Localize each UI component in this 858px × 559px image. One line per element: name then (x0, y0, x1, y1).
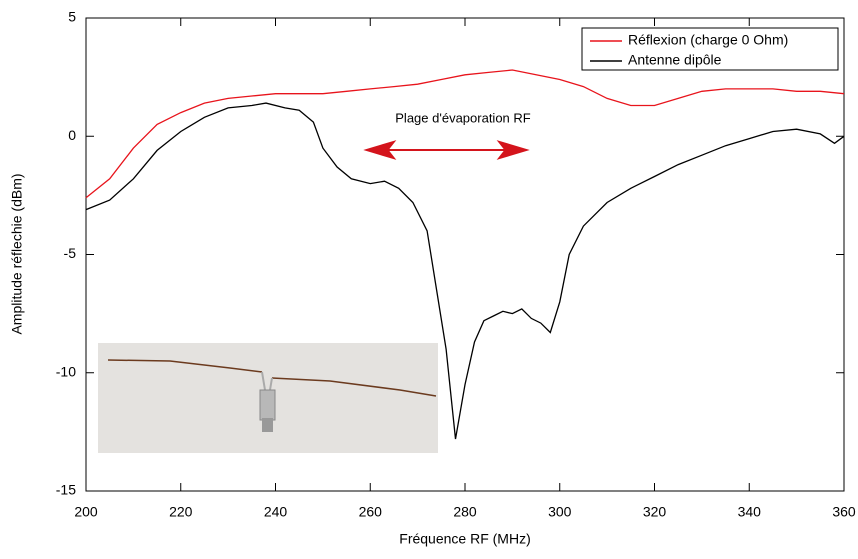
series-line (85, 69, 845, 199)
y-tick-label: -15 (56, 482, 76, 498)
x-axis-title: Fréquence RF (MHz) (399, 531, 530, 547)
y-axis-title: Amplitude réflechie (dBm) (9, 173, 25, 334)
legend-label: Réflexion (charge 0 Ohm) (628, 32, 788, 48)
y-tick-label: -10 (56, 363, 76, 379)
x-tick-label: 260 (359, 504, 383, 520)
x-tick-label: 240 (264, 504, 288, 520)
x-tick-label: 280 (453, 504, 477, 520)
x-tick-label: 220 (169, 504, 193, 520)
x-tick-label: 320 (643, 504, 667, 520)
x-tick-label: 340 (738, 504, 762, 520)
series-line (85, 102, 845, 440)
legend-label: Antenne dipôle (628, 52, 722, 68)
y-tick-label: 5 (68, 9, 76, 25)
x-tick-label: 300 (548, 504, 572, 520)
x-tick-label: 360 (832, 504, 856, 520)
y-tick-label: 0 (68, 127, 76, 143)
annotation: Plage d'évaporation RF (395, 110, 531, 125)
inset-photo (98, 343, 438, 453)
x-tick-label: 200 (74, 504, 98, 520)
y-tick-label: -5 (64, 245, 77, 261)
legend (581, 27, 839, 71)
annotation-arrow (363, 140, 530, 160)
